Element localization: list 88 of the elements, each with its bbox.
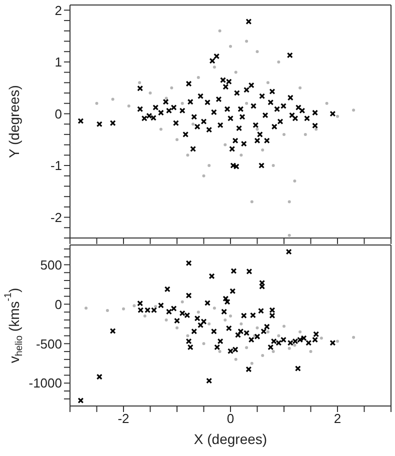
- point: [148, 92, 152, 95]
- point: [192, 122, 195, 126]
- point: [208, 164, 211, 168]
- point: [304, 132, 307, 136]
- point: [298, 330, 302, 334]
- y-tick-label: -1: [50, 158, 62, 174]
- point: [256, 50, 259, 54]
- point: [352, 108, 356, 112]
- point: [277, 60, 280, 64]
- point: [298, 86, 302, 90]
- point: [212, 306, 216, 310]
- point: [202, 342, 206, 346]
- y-tick-label: -500: [36, 336, 62, 352]
- y-tick-label: 500: [40, 257, 62, 272]
- point: [127, 104, 130, 108]
- point: [266, 81, 270, 84]
- point: [159, 128, 162, 131]
- point: [325, 102, 328, 105]
- point: [272, 164, 275, 168]
- point: [245, 40, 248, 43]
- point: [352, 336, 356, 339]
- point: [186, 154, 190, 157]
- point: [122, 307, 125, 310]
- point: [196, 310, 200, 314]
- point: [224, 318, 227, 322]
- y-tick-label: 2: [54, 2, 62, 18]
- point: [164, 318, 168, 322]
- point: [336, 114, 339, 118]
- point: [229, 44, 232, 48]
- point: [288, 200, 291, 204]
- point: [212, 66, 216, 69]
- point: [218, 29, 222, 32]
- point: [245, 346, 248, 350]
- point: [250, 200, 254, 204]
- point: [224, 143, 227, 146]
- point: [261, 148, 264, 152]
- point: [186, 334, 190, 338]
- y-tick-label: -1000: [28, 376, 62, 391]
- point: [256, 326, 259, 330]
- point: [288, 234, 291, 237]
- point: [143, 314, 146, 318]
- point: [234, 358, 238, 361]
- point: [261, 354, 264, 357]
- point: [288, 346, 291, 350]
- point: [132, 304, 136, 308]
- point: [218, 350, 222, 354]
- x-tick-label: -2: [118, 411, 130, 426]
- point: [176, 326, 178, 330]
- point: [111, 98, 114, 101]
- point: [180, 300, 184, 304]
- point: [170, 86, 174, 90]
- y-tick-label: 1: [54, 54, 62, 70]
- point: [95, 102, 98, 105]
- x-axis-title: X (degrees): [194, 431, 268, 447]
- point: [256, 128, 259, 131]
- point: [84, 306, 88, 310]
- point: [138, 81, 142, 84]
- point: [154, 305, 158, 308]
- point: [320, 336, 323, 340]
- x-tick-label: 2: [334, 411, 342, 426]
- y-tick-label: -2: [50, 210, 62, 225]
- point: [282, 324, 286, 328]
- point: [240, 322, 243, 326]
- x-tick-label: 0: [226, 411, 234, 426]
- point: [176, 138, 178, 142]
- y-tick-label: 0: [54, 296, 62, 312]
- point: [106, 309, 109, 312]
- point: [208, 322, 211, 326]
- point: [196, 76, 200, 79]
- point: [336, 340, 339, 343]
- point: [293, 180, 296, 183]
- point: [234, 70, 238, 74]
- point: [266, 330, 270, 334]
- point: [250, 362, 254, 365]
- point: [245, 102, 248, 105]
- point: [229, 314, 232, 318]
- point: [240, 154, 243, 157]
- point: [314, 128, 318, 131]
- point: [293, 344, 296, 347]
- point: [202, 174, 206, 178]
- point: [272, 350, 275, 354]
- point: [282, 132, 286, 136]
- point: [309, 350, 312, 354]
- y-axis-title: Y (degrees): [6, 85, 22, 158]
- point: [164, 96, 168, 100]
- y-tick-label: 0: [54, 106, 62, 122]
- point: [277, 334, 280, 338]
- point: [180, 102, 184, 105]
